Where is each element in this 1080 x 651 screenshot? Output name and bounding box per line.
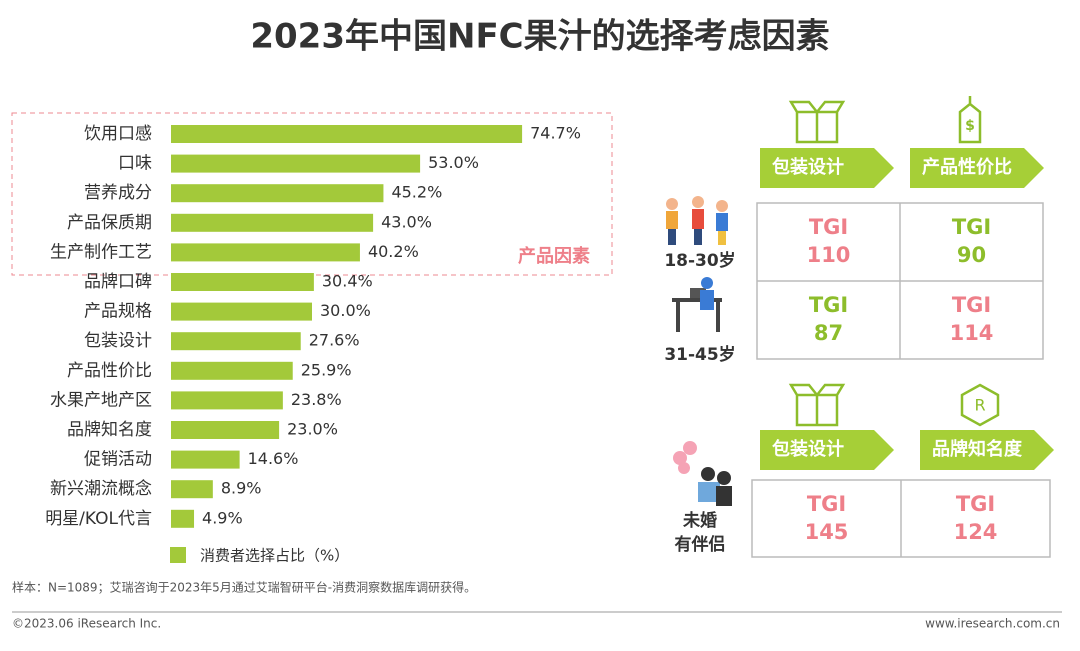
category-label: 新兴潮流概念 xyxy=(50,478,152,499)
bar xyxy=(171,213,374,232)
header-label: 产品性价比 xyxy=(922,156,1012,178)
bar xyxy=(171,480,213,499)
category-label: 生产制作工艺 xyxy=(50,242,152,262)
tgi-value: 87 xyxy=(814,321,843,345)
tgi-label: TGI xyxy=(809,293,848,317)
bar xyxy=(171,273,314,291)
bar xyxy=(171,243,360,262)
category-label: 营养成分 xyxy=(84,183,152,203)
bar xyxy=(171,302,312,321)
category-label: 包装设计 xyxy=(84,331,152,351)
row-label: 未婚 xyxy=(682,510,717,531)
source: 样本：N=1089；艾瑞咨询于2023年5月通过艾瑞智研平台-消费洞察数据库调研… xyxy=(12,580,476,595)
tgi-value: 90 xyxy=(957,243,986,267)
tgi-value: 110 xyxy=(807,243,851,267)
bar xyxy=(171,421,280,439)
bar xyxy=(171,332,301,351)
value-label: 14.6% xyxy=(248,449,299,468)
brand-icon xyxy=(960,383,1000,427)
tgi-label: TGI xyxy=(952,293,991,317)
value-label: 45.2% xyxy=(391,183,442,202)
legend-swatch xyxy=(170,547,186,563)
category-label: 品牌知名度 xyxy=(67,420,152,440)
category-label: 产品规格 xyxy=(84,302,152,322)
tgi-value: 124 xyxy=(954,520,998,544)
annotation: 产品因素 xyxy=(518,245,590,267)
value-label: 74.7% xyxy=(530,124,581,143)
bar xyxy=(171,184,384,203)
value-label: 53.0% xyxy=(428,153,479,172)
bar xyxy=(171,450,240,469)
icon-glyph: R xyxy=(974,396,985,415)
category-label: 明星/KOL代言 xyxy=(45,509,152,529)
value-label: 27.6% xyxy=(309,331,360,350)
footer-left: ©2023.06 iResearch Inc. xyxy=(12,617,161,631)
value-label: 30.4% xyxy=(322,272,373,291)
tgi-label: TGI xyxy=(807,492,846,516)
tgi-label: TGI xyxy=(956,492,995,516)
header-label: 包装设计 xyxy=(772,438,844,460)
box-icon xyxy=(788,100,846,144)
tgi-label: TGI xyxy=(952,215,991,239)
category-label: 产品性价比 xyxy=(67,361,152,381)
category-label: 口味 xyxy=(118,154,152,174)
value-label: 40.2% xyxy=(368,242,419,261)
chart-title: 2023年中国NFC果汁的选择考虑因素 xyxy=(250,17,829,57)
box-icon xyxy=(788,383,846,427)
tgi-value: 114 xyxy=(950,321,994,345)
header-arrow xyxy=(920,430,1054,470)
icon-glyph: $ xyxy=(965,118,975,134)
header-arrow xyxy=(910,148,1044,188)
category-label: 促销活动 xyxy=(84,450,152,470)
bar xyxy=(171,509,195,528)
value-label: 23.0% xyxy=(287,420,338,439)
tag-icon xyxy=(958,96,982,144)
illustration xyxy=(666,196,732,506)
tgi-value: 145 xyxy=(805,520,849,544)
category-label: 产品保质期 xyxy=(67,213,152,233)
header-arrow xyxy=(760,148,894,188)
row-label: 18-30岁 xyxy=(664,250,735,271)
icons xyxy=(788,96,1000,427)
value-label: 8.9% xyxy=(221,479,262,498)
category-label: 品牌口碑 xyxy=(84,272,152,292)
bar xyxy=(171,154,421,173)
value-label: 4.9% xyxy=(202,508,243,527)
tgi-label: TGI xyxy=(809,215,848,239)
value-label: 30.0% xyxy=(320,301,371,320)
bar xyxy=(171,125,523,143)
footer-right: www.iresearch.com.cn xyxy=(925,617,1060,631)
header-label: 包装设计 xyxy=(772,156,844,178)
header-arrow xyxy=(760,430,894,470)
legend-label: 消费者选择占比（%） xyxy=(200,547,349,565)
value-label: 25.9% xyxy=(301,360,352,379)
value-label: 23.8% xyxy=(291,390,342,409)
category-label: 饮用口感 xyxy=(84,124,152,144)
header-label: 品牌知名度 xyxy=(932,438,1023,460)
value-label: 43.0% xyxy=(381,212,432,231)
bar xyxy=(171,361,293,380)
bar xyxy=(171,391,283,410)
row-label: 有伴侣 xyxy=(675,534,726,555)
category-label: 水果产地产区 xyxy=(50,390,152,410)
row-label: 31-45岁 xyxy=(664,344,735,365)
